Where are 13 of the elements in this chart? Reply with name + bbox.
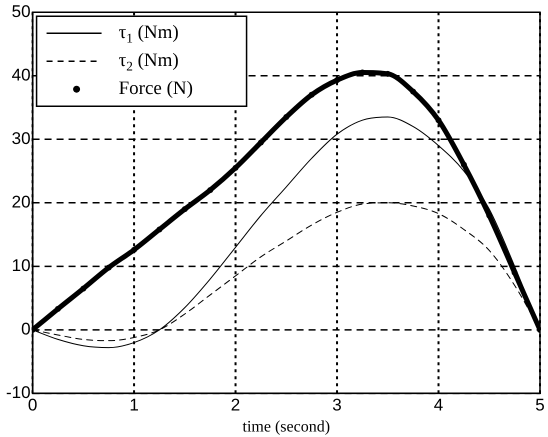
y-tick-label: 50: [12, 2, 31, 21]
x-tick-label: 4: [434, 395, 444, 414]
y-tick-label: 30: [12, 128, 31, 148]
x-axis-title: time (second): [242, 418, 330, 436]
legend-label: Force (N): [118, 78, 193, 100]
x-tick-label: 2: [230, 395, 240, 414]
y-tick-label: 10: [12, 256, 31, 276]
y-tick-label: 40: [12, 65, 31, 84]
x-tick-label: 5: [535, 395, 545, 414]
y-tick-label: 20: [12, 192, 31, 212]
x-tick-label: 3: [332, 395, 342, 414]
x-tick-label: 1: [129, 395, 139, 414]
y-tick-label: 0: [21, 320, 31, 339]
